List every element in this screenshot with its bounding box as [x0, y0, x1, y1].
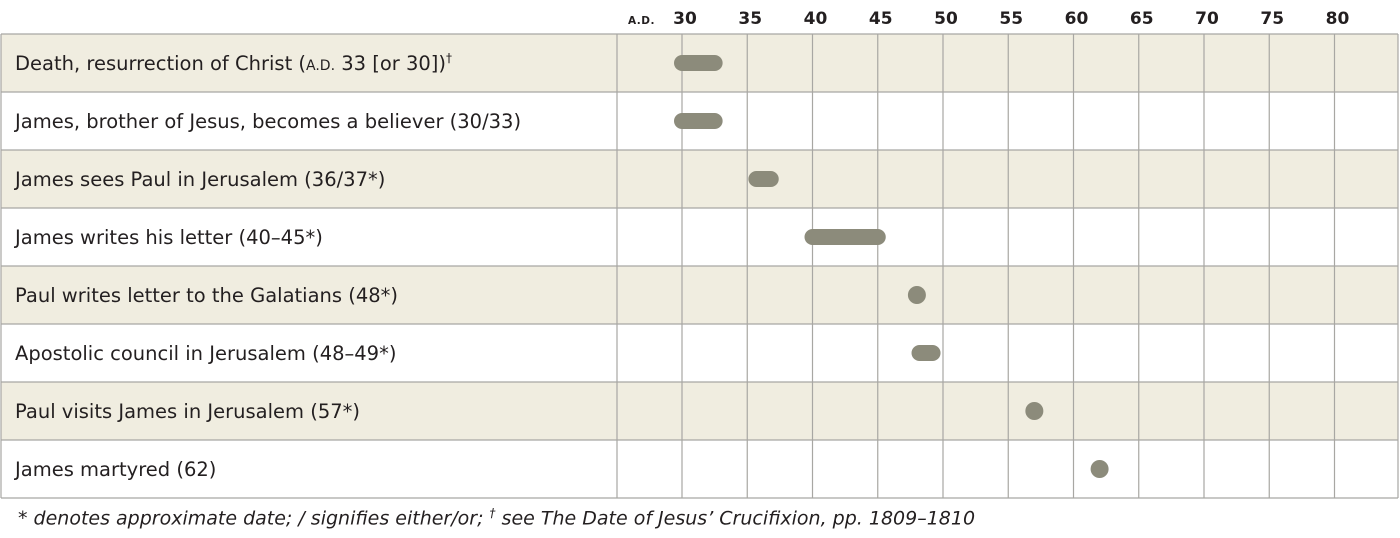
axis-tick-label: 55	[999, 9, 1023, 29]
event-label: Paul writes letter to the Galatians (48*…	[15, 284, 398, 307]
event-label: Apostolic council in Jerusalem (48–49*)	[15, 342, 396, 365]
axis-tick-label: 80	[1326, 9, 1350, 29]
row-background	[1, 208, 1398, 266]
row-background	[1, 266, 1398, 324]
axis-tick-label: 35	[738, 9, 762, 29]
event-labels: Death, resurrection of Christ (A.D. 33 […	[13, 51, 521, 481]
event-label: Paul visits James in Jerusalem (57*)	[15, 400, 360, 423]
event-bars	[674, 55, 1109, 478]
axis-era-label: A.D.	[628, 15, 655, 27]
event-label: James, brother of Jesus, becomes a belie…	[13, 110, 521, 133]
row-background	[1, 150, 1398, 208]
axis-tick-label: 50	[934, 9, 958, 29]
grid-lines	[0, 33, 1399, 499]
axis-tick-label: 60	[1065, 9, 1089, 29]
event-bar	[748, 171, 779, 187]
event-dot	[907, 286, 926, 304]
axis-tick-label: 40	[804, 9, 828, 29]
footnote-part2: see The Date of Jesus’ Crucifixion, pp. …	[495, 507, 976, 530]
event-bar	[911, 345, 941, 361]
footnote-part1: * denotes approximate date; / signifies …	[18, 507, 490, 530]
row-background	[1, 382, 1398, 440]
timeline-chart: Death, resurrection of Christ (A.D. 33 […	[0, 9, 1399, 499]
event-dot	[1090, 460, 1109, 478]
event-bar	[804, 229, 886, 245]
axis-tick-label: 70	[1195, 9, 1219, 29]
row-background	[1, 440, 1398, 498]
row-background	[1, 324, 1398, 382]
row-backgrounds	[1, 34, 1398, 498]
axis-tick-label: 75	[1260, 9, 1284, 29]
axis-tick-label: 30	[673, 9, 697, 29]
axis-ticks: A.D. 30 35 40 45 50 55 60 65 70 75 80	[628, 9, 1350, 29]
footnote-dagger: †	[489, 506, 496, 520]
event-dot	[1025, 402, 1044, 420]
axis-tick-label: 45	[869, 9, 893, 29]
event-label: James sees Paul in Jerusalem (36/37*)	[13, 168, 385, 191]
event-label: Death, resurrection of Christ (A.D. 33 […	[15, 51, 452, 75]
event-bar	[674, 113, 723, 129]
event-bar	[674, 55, 723, 71]
event-label: James writes his letter (40–45*)	[13, 226, 323, 249]
footnote: * denotes approximate date; / signifies …	[18, 506, 1388, 529]
axis-tick-label: 65	[1130, 9, 1154, 29]
event-label: James martyred (62)	[13, 458, 216, 481]
